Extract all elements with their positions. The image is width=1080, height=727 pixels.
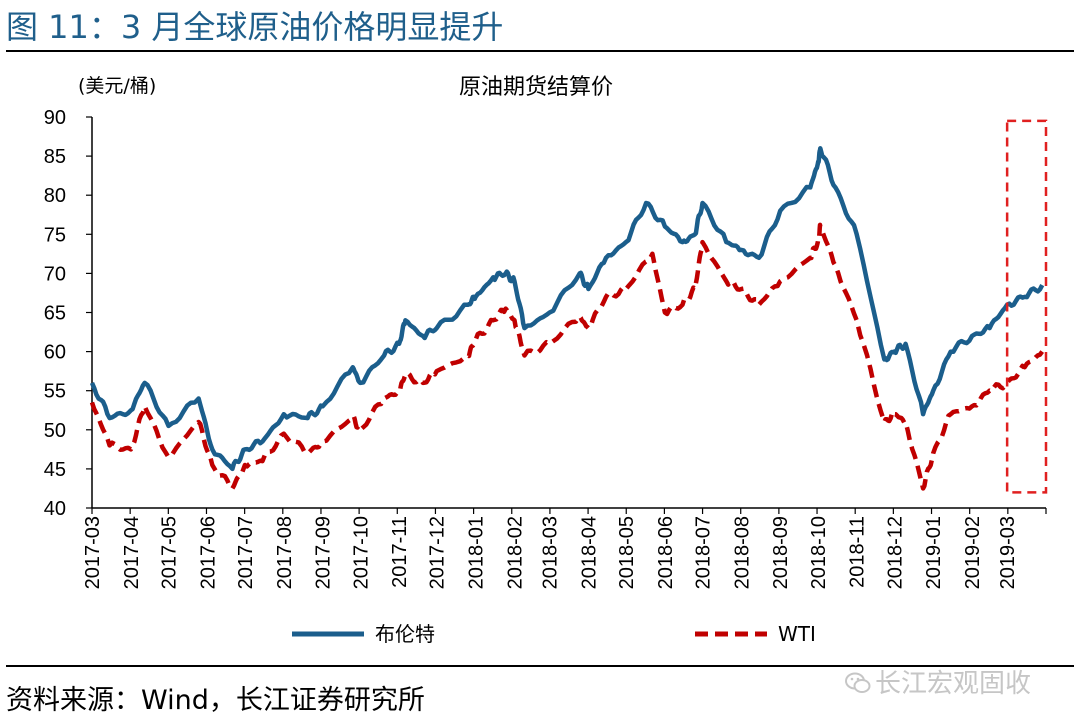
x-tick-label: 2018-08 <box>731 516 753 589</box>
y-unit-label: (美元/桶) <box>78 75 156 97</box>
y-tick-label: 50 <box>44 420 66 442</box>
x-tick-label: 2018-06 <box>655 516 677 589</box>
watermark-text: 长江宏观固收 <box>875 669 1032 699</box>
x-tick-label: 2019-02 <box>962 516 984 589</box>
y-tick-label: 40 <box>44 498 66 520</box>
y-tick-label: 55 <box>44 381 66 403</box>
x-tick-label: 2017-06 <box>197 516 219 589</box>
watermark: 长江宏观固收 <box>845 663 1031 700</box>
series-layer <box>89 146 1045 491</box>
x-tick-label: 2018-03 <box>540 516 562 589</box>
y-axis: 40 45 50 55 60 65 70 75 80 85 90 <box>44 107 93 520</box>
y-tick-label: 45 <box>44 459 66 481</box>
x-tick-label: 2018-04 <box>578 516 600 589</box>
highlight-layer <box>1005 119 1048 494</box>
x-tick-label: 2018-01 <box>466 516 488 589</box>
y-tick-label: 65 <box>44 303 66 325</box>
x-tick-label: 2017-11 <box>389 516 411 588</box>
x-tick-label: 2017-12 <box>427 516 449 589</box>
x-tick-label: 2017-03 <box>82 516 104 589</box>
x-tick-label: 2018-07 <box>693 516 715 589</box>
legend: 布伦特 WTI <box>292 622 816 646</box>
x-tick-label: 2019-03 <box>997 516 1019 589</box>
x-tick-label: 2018-05 <box>616 516 638 589</box>
wechat-icon <box>845 672 871 693</box>
y-tick-label: 60 <box>44 342 66 364</box>
y-tick-label: 80 <box>44 185 66 207</box>
figure-title: 图 11：3 月全球原油价格明显提升 <box>6 8 504 46</box>
x-tick-label: 2017-04 <box>121 516 143 589</box>
highlight-box <box>1005 119 1048 494</box>
x-axis: 2017-03 2017-04 2017-05 2017-06 2017-07 2017-… <box>82 507 1047 589</box>
x-tick-label: 2018-09 <box>770 516 792 589</box>
x-tick-label: 2017-05 <box>158 516 180 589</box>
y-tick-label: 75 <box>44 224 66 246</box>
x-tick-label: 2017-10 <box>350 516 372 589</box>
chart-title: 原油期货结算价 <box>459 75 613 100</box>
series-line <box>89 146 1045 472</box>
source-note: 资料来源：Wind，长江证券研究所 <box>6 685 425 716</box>
x-tick-label: 2017-09 <box>313 516 335 589</box>
top-rule <box>6 50 1074 52</box>
x-tick-label: 2018-11 <box>847 516 869 588</box>
legend-label: 布伦特 <box>375 622 435 646</box>
x-tick-label: 2017-07 <box>235 516 257 589</box>
y-tick-label: 85 <box>44 146 66 168</box>
y-tick-label: 90 <box>44 107 66 129</box>
series-line <box>89 222 1045 491</box>
x-tick-label: 2018-02 <box>504 516 526 589</box>
bottom-rule <box>6 665 1074 667</box>
x-tick-label: 2018-10 <box>808 516 830 589</box>
x-tick-label: 2018-12 <box>884 516 906 589</box>
x-tick-label: 2017-08 <box>274 516 296 589</box>
x-tick-label: 2019-01 <box>923 516 945 589</box>
legend-label: WTI <box>778 622 816 646</box>
y-tick-label: 70 <box>44 263 66 285</box>
